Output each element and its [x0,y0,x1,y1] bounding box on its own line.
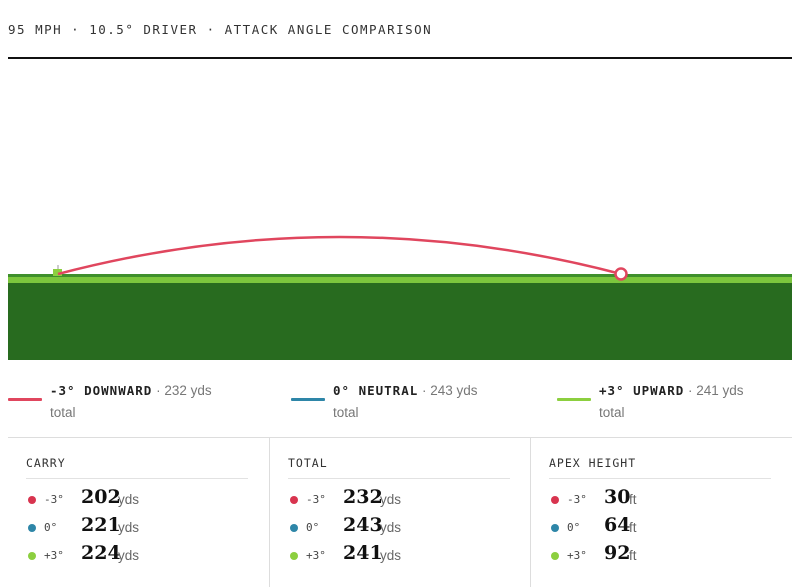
stat-row: +3° 241 yds [288,542,518,568]
stat-value: 202 [81,486,121,508]
stat-title-divider [549,478,771,479]
legend-detail-upward: · 241 yds [688,383,744,398]
stat-angle: 0° [306,521,320,534]
stat-unit: yds [380,548,402,563]
legend-text-downward: -3° DOWNWARD · 232 yds total [50,380,250,424]
stat-value: 232 [343,486,383,508]
stat-title-apex-height: APEX HEIGHT [549,456,637,470]
stat-angle: +3° [306,549,326,562]
legend-detail-downward: · 232 yds [156,383,212,398]
stat-unit: yds [118,548,140,563]
dot-icon [290,552,298,560]
turf-edge [8,274,792,277]
page-title: 95 MPH · 10.5° DRIVER · ATTACK ANGLE COM… [8,22,433,37]
tee-box [53,269,62,276]
stat-row: +3° 224 yds [26,542,256,568]
dot-icon [28,552,36,560]
stat-title-divider [288,478,510,479]
legend-suffix-downward: total [50,405,76,420]
stat-value: 221 [81,514,121,536]
stat-row: 0° 221 yds [26,514,256,540]
dot-icon [551,524,559,532]
stat-unit: ft [629,492,637,507]
stat-angle: -3° [306,493,326,506]
stat-angle: 0° [44,521,58,534]
stat-title-carry: CARRY [26,456,66,470]
stat-value: 92 [604,542,631,564]
legend-label-upward: +3° UPWARD [599,383,685,398]
stat-value: 243 [343,514,383,536]
stat-row: 0° 243 yds [288,514,518,540]
dot-icon [28,496,36,504]
stat-value: 241 [343,542,383,564]
legend-suffix-neutral: total [333,405,359,420]
title-divider [8,57,792,59]
flight-scene [8,60,792,360]
stat-value: 64 [604,514,631,536]
stat-angle: +3° [44,549,64,562]
legend-swatch-downward [8,398,42,401]
stat-title-total: TOTAL [288,456,328,470]
stat-panel-total: TOTAL -3° 232 yds 0° 243 yds +3° 241 yds [269,438,530,587]
legend-detail-neutral: · 243 yds [422,383,478,398]
stat-row: +3° 92 ft [549,542,779,568]
stat-unit: ft [629,548,637,563]
stat-unit: yds [380,520,402,535]
stats-divider [8,437,792,438]
turf-body [8,283,792,360]
dot-icon [551,496,559,504]
stat-angle: 0° [567,521,581,534]
stat-panel-carry: CARRY -3° 202 yds 0° 221 yds +3° 224 yds [8,438,269,587]
stat-panel-apex-height: APEX HEIGHT -3° 30 ft 0° 64 ft +3° 92 ft [530,438,791,587]
legend-swatch-upward [557,398,591,401]
legend-label-neutral: 0° NEUTRAL [333,383,419,398]
stat-value: 30 [604,486,631,508]
dot-icon [290,496,298,504]
stat-row: 0° 64 ft [549,514,779,540]
stat-row: -3° 232 yds [288,486,518,512]
stat-angle: +3° [567,549,587,562]
stat-row: -3° 202 yds [26,486,256,512]
stat-angle: -3° [567,493,587,506]
stat-angle: -3° [44,493,64,506]
dot-icon [551,552,559,560]
legend-suffix-upward: total [599,405,625,420]
stat-title-divider [26,478,248,479]
stat-row: -3° 30 ft [549,486,779,512]
dot-icon [28,524,36,532]
stat-unit: yds [118,520,140,535]
legend-text-neutral: 0° NEUTRAL · 243 yds total [333,380,533,424]
legend-text-upward: +3° UPWARD · 241 yds total [599,380,799,424]
stat-unit: ft [629,520,637,535]
stat-value: 224 [81,542,121,564]
dot-icon [290,524,298,532]
stat-unit: yds [380,492,402,507]
trajectory-downward [57,235,622,276]
legend-swatch-neutral [291,398,325,401]
legend-label-downward: -3° DOWNWARD [50,383,153,398]
sky [8,60,792,276]
stat-unit: yds [118,492,140,507]
turf-surface [8,277,792,283]
landing-marker [614,267,628,281]
